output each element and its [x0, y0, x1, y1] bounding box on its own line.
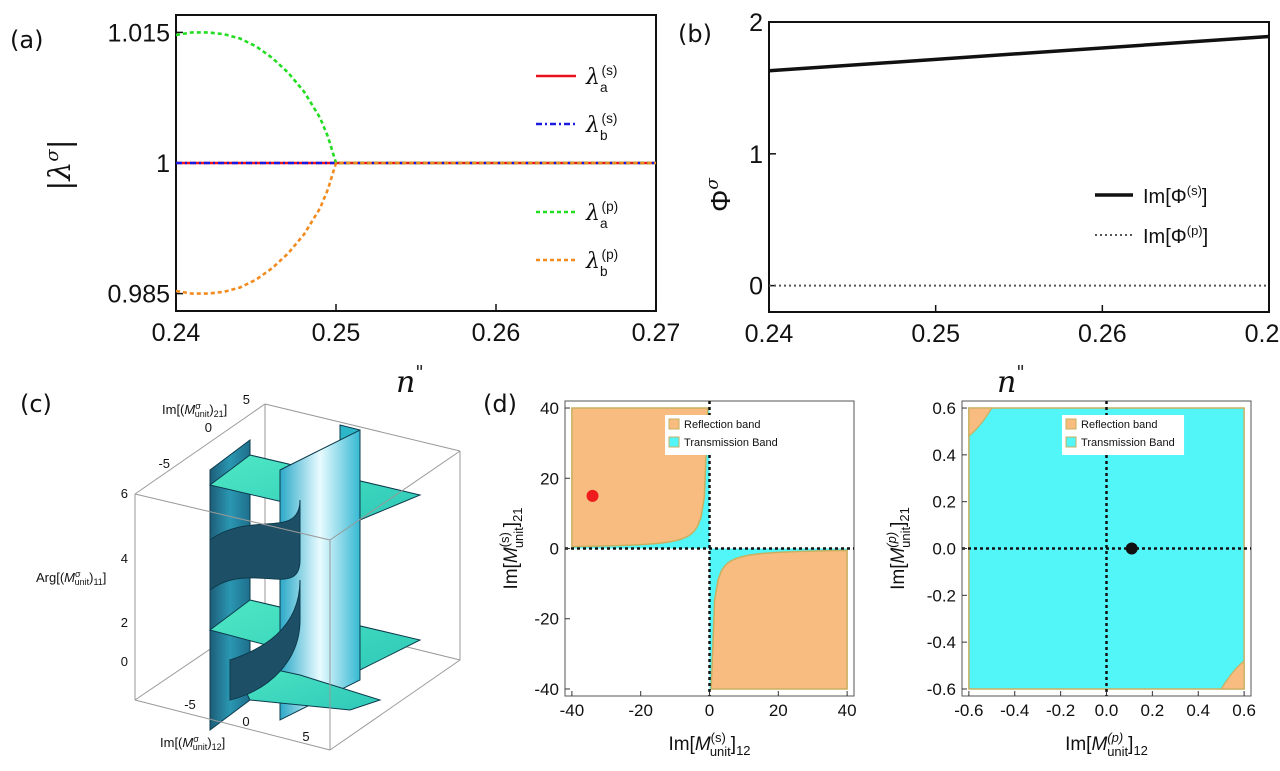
chart-b-ytick-label: 0 — [749, 273, 763, 301]
chart-d-right-xtick-label: 0.4 — [1186, 701, 1210, 720]
chart-d-right-ytick-label: 0.6 — [932, 399, 956, 418]
chart-a-xtick-label: 0.26 — [472, 319, 521, 347]
chart-c-ylabel: Im[(Mσ unit)21] — [162, 401, 227, 419]
chart-d-left-ytick-label: 20 — [540, 469, 559, 488]
chart-d-left-xtick-label: -20 — [628, 701, 653, 720]
chart-a-ylabel: |λσ| — [42, 139, 78, 191]
surface-saddle-lower — [229, 579, 301, 701]
chart-c-ytick: -5 — [158, 456, 170, 471]
chart-a-xtick-label: 0.24 — [152, 319, 201, 347]
chart-d-right-marker-point — [1125, 542, 1138, 555]
chart-b-ylabel: Φσ — [703, 178, 736, 212]
chart-c-ztick: 2 — [121, 615, 128, 630]
svg-text:|λσ|: |λσ| — [42, 139, 78, 191]
chart-d-right-xtick-label: -0.6 — [954, 701, 983, 720]
chart-a: 0.24 0.25 0.26 0.27 1.015 1 0.985 n" |λσ| λa(s… — [42, 14, 681, 400]
chart-b-series-line-0 — [768, 34, 1270, 73]
chart-d-right-xtick-label: 0.2 — [1141, 701, 1165, 720]
chart-d-right-ytick-label: -0.4 — [927, 633, 956, 652]
svg-text:Φσ: Φσ — [703, 178, 736, 212]
chart-b-ytick-label: 1 — [749, 141, 763, 169]
chart-d-left: -40 -20 0 20 40 40 20 0 -20 -40 Reflection band Tra… — [497, 399, 857, 759]
chart-b-ytick-label: 2 — [749, 9, 763, 37]
panel-label-c: (c) — [20, 390, 52, 418]
chart-d-left-xtick-label: 20 — [769, 701, 788, 720]
chart-d-left-marker-point — [586, 489, 599, 502]
chart-d-right-ytick-label: 0.2 — [932, 493, 956, 512]
chart-d-right-reflection-region — [1220, 659, 1245, 690]
chart-a-legend-label: λb(p) — [585, 247, 618, 279]
chart-d-left-ylabel: Im[M(s)unit]21 — [497, 507, 526, 589]
chart-d-left-xtick-label: -40 — [560, 701, 585, 720]
chart-d-left-ytick-label: -20 — [534, 610, 559, 629]
chart-b-xtick-label: 0.27 — [1245, 320, 1280, 348]
chart-d-left-reflection-region — [710, 549, 848, 690]
chart-c-xtick: -5 — [184, 697, 196, 712]
chart-c-box-front — [134, 450, 461, 751]
chart-a-ytick-label: 0.985 — [107, 281, 170, 309]
chart-a-legend-label: λa(p) — [585, 199, 618, 231]
svg-text:Im[M(p)unit]21: Im[M(p)unit]21 — [884, 507, 913, 590]
chart-d-right-ytick-label: -0.6 — [927, 680, 956, 699]
chart-d-left-legend-swatch — [668, 436, 680, 448]
chart-c-ztick: 6 — [121, 486, 128, 501]
chart-d-left-legend-swatch — [668, 418, 680, 430]
chart-d-left-xtick-label: 0 — [705, 701, 714, 720]
chart-c-3d: 6 4 2 0 5 0 -5 -5 0 5 Im[(Mσ unit)21] Arg[(Mσ uni… — [36, 392, 461, 752]
chart-b-legend-label: Im[Φ(s)] — [1143, 183, 1207, 208]
chart-a-ytick-label: 1.015 — [107, 19, 170, 47]
chart-a-legend-label: λb(s) — [585, 111, 617, 143]
chart-a-xlabel: n" — [396, 362, 424, 400]
chart-d-left-ytick-label: 40 — [540, 399, 559, 418]
chart-b-frame — [768, 21, 1270, 313]
chart-a-xtick-label: 0.27 — [632, 319, 681, 347]
chart-b-xtick-label: 0.25 — [911, 320, 960, 348]
chart-a-xtick-label: 0.25 — [312, 319, 361, 347]
chart-d-right-xtick-label: -0.4 — [1000, 701, 1029, 720]
chart-d-left-legend-label: Reflection band — [684, 419, 760, 431]
surface-saddle-upper — [209, 499, 301, 591]
chart-c-xtick: 0 — [242, 714, 249, 729]
chart-a-legend-label: λa(s) — [585, 63, 617, 95]
chart-c-zlabel: Arg[(Mσ unit)11] — [36, 569, 106, 587]
chart-c-ytick: 5 — [243, 392, 250, 407]
chart-d-right-xtick-label: 0.6 — [1232, 701, 1256, 720]
chart-b-xlabel: n" — [997, 362, 1025, 400]
chart-b-xtick-label: 0.24 — [745, 320, 794, 348]
chart-d-left-ytick-label: -40 — [534, 680, 559, 699]
panel-label-b: (b) — [678, 20, 712, 48]
chart-c-ztick: 4 — [121, 551, 128, 566]
panel-label-a: (a) — [10, 26, 43, 54]
panel-label-d: (d) — [483, 390, 517, 418]
chart-d-left-ytick-label: 0 — [550, 540, 559, 559]
chart-d-right-legend-label: Transmission Band — [1081, 437, 1175, 449]
chart-d-right-xtick-label: -0.2 — [1046, 701, 1075, 720]
chart-c-xlabel: Im[(Mσ unit)12] — [160, 734, 225, 752]
chart-d-right-ytick-label: -0.2 — [927, 586, 956, 605]
chart-b: 0.24 0.25 0.26 0.27 2 1 0 n" Φσ Im[Φ(s)] Im[Φ(p… — [703, 9, 1280, 400]
chart-c-ztick: 0 — [121, 654, 128, 669]
chart-d-left-xlabel: Im[M(s) unit]12 — [668, 730, 750, 759]
svg-text:Im[M(s)unit]21: Im[M(s)unit]21 — [497, 507, 526, 589]
chart-d-left-legend-box — [665, 415, 788, 455]
chart-d-right-xtick-label: 0.0 — [1095, 701, 1119, 720]
chart-b-legend-label: Im[Φ(p)] — [1143, 223, 1208, 248]
chart-c-xtick: 5 — [302, 729, 309, 744]
chart-d-right-xlabel: Im[M(p) unit]12 — [1065, 730, 1148, 759]
chart-d-right-legend-box — [1062, 415, 1185, 455]
chart-c-ytick: 0 — [205, 420, 212, 435]
chart-d-left-xtick-label: 40 — [838, 701, 857, 720]
chart-d-right-reflection-region — [968, 407, 993, 438]
chart-d-right-legend-label: Reflection band — [1081, 419, 1157, 431]
chart-d-right-ytick-label: 0.4 — [932, 446, 956, 465]
chart-d-right: -0.6 -0.4 -0.2 0.0 0.2 0.4 0.6 0.6 0.4 0.2 0.0 -0.2… — [884, 399, 1256, 759]
chart-d-right-legend-swatch — [1065, 436, 1077, 448]
chart-d-right-ytick-label: 0.0 — [932, 540, 956, 559]
chart-b-xtick-label: 0.26 — [1078, 320, 1127, 348]
chart-d-left-legend-label: Transmission Band — [684, 437, 778, 449]
chart-d-right-ylabel: Im[M(p)unit]21 — [884, 507, 913, 590]
chart-a-ytick-label: 1 — [156, 150, 170, 178]
chart-d-right-legend-swatch — [1065, 418, 1077, 430]
